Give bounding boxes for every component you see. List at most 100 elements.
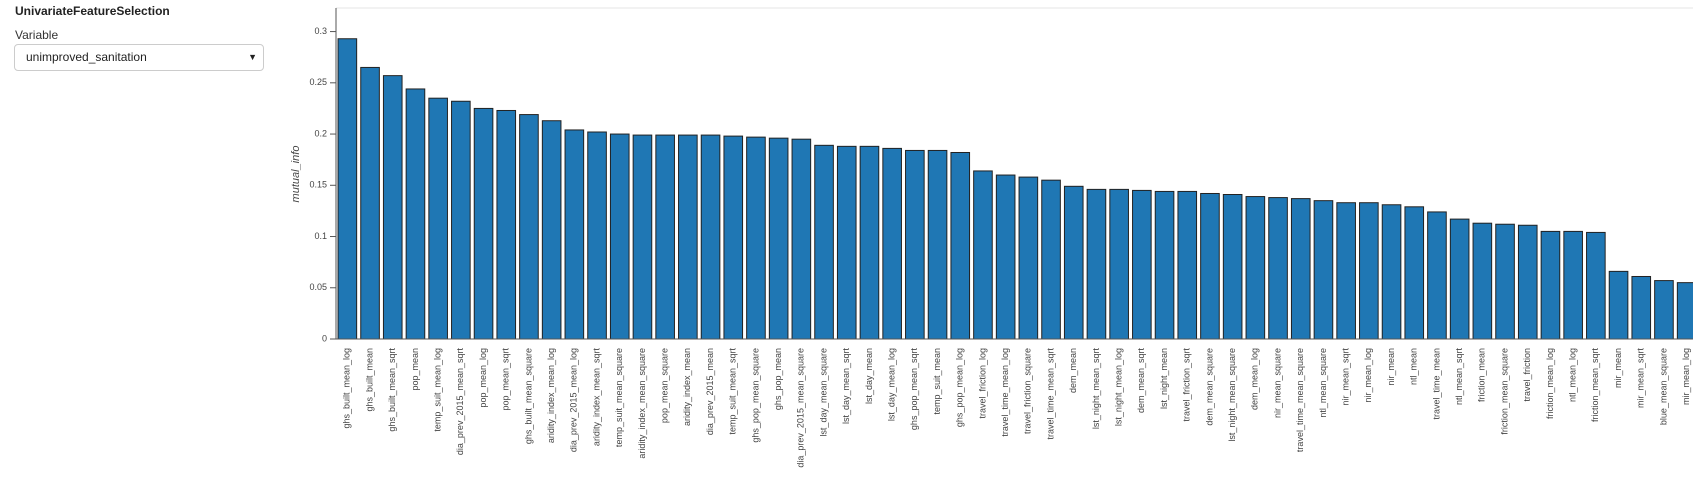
x-tick-label: pop_mean_square <box>660 348 670 423</box>
bar <box>473 107 494 340</box>
bar <box>859 145 880 340</box>
variable-select[interactable]: unimproved_sanitation ▼ <box>14 44 264 71</box>
bar <box>768 137 789 340</box>
x-tick-label: nir_mean_sqrt <box>1341 348 1351 406</box>
bar <box>428 97 448 340</box>
x-tick-label: temp_suit_mean_square <box>614 348 624 447</box>
x-tick-label: lst_day_mean_log <box>887 348 897 421</box>
x-tick-label: ghs_built_mean <box>364 348 374 412</box>
bar <box>1109 188 1129 340</box>
x-tick-label: blue_mean_square <box>1658 348 1668 425</box>
bar <box>1290 198 1311 340</box>
bar <box>587 131 607 340</box>
chart: mutual_info 0 0.05 0.1 0.15 0.2 0.25 0.3 ghs_bu… <box>290 7 1693 468</box>
x-tick-label: ghs_pop_mean_square <box>750 348 760 443</box>
bar <box>1200 192 1220 340</box>
x-tick-label: friction_mean <box>1477 348 1487 402</box>
x-tick-label: ntl_mean_log <box>1568 348 1578 402</box>
bar <box>1608 270 1629 340</box>
bar <box>1154 190 1175 340</box>
y-tick-label: 0.25 <box>309 77 327 87</box>
x-tick-label: lst_night_mean_square <box>1227 348 1237 442</box>
bar <box>1449 218 1470 340</box>
bar <box>678 134 698 340</box>
bar <box>1177 190 1198 340</box>
x-tick-label: ghs_built_mean_sqrt <box>387 348 397 432</box>
x-tick-label: ntl_mean_square <box>1318 348 1328 418</box>
x-tick-label: friction_mean_log <box>1545 348 1555 419</box>
bar <box>1222 194 1243 340</box>
bar <box>1313 200 1334 340</box>
bar <box>1018 176 1039 340</box>
x-tick-label: dia_prev_2015_mean_sqrt <box>455 348 465 456</box>
x-tick-label: lst_night_mean_sqrt <box>1091 348 1101 430</box>
bar <box>1540 230 1561 340</box>
bar <box>723 135 744 340</box>
bar <box>609 133 630 340</box>
y-tick-label: 0 <box>322 333 327 343</box>
y-axis-label: mutual_info <box>290 146 302 203</box>
bar <box>1586 231 1606 340</box>
bar <box>950 151 971 340</box>
bar <box>564 129 585 340</box>
x-tick-label: dem_mean_log <box>1250 348 1260 410</box>
bar <box>1495 223 1515 340</box>
x-tick-label: aridity_index_mean <box>682 348 692 426</box>
x-tick-label: lst_night_mean_log <box>1114 348 1124 426</box>
y-tick-label: 0.3 <box>314 26 327 36</box>
x-tick-label: lst_day_mean <box>864 348 874 404</box>
bar <box>791 138 812 340</box>
bar <box>1563 230 1583 340</box>
bar <box>995 174 1016 340</box>
x-tick-label: dia_prev_2015_mean <box>705 348 715 435</box>
x-tick-label: dem_mean_square <box>1204 348 1214 426</box>
x-tick-label: travel_friction_sqrt <box>1182 348 1192 422</box>
x-tick-label: travel_time_mean_square <box>1295 348 1305 452</box>
bar <box>814 144 834 340</box>
x-tick-label: travel_friction_log <box>977 348 987 419</box>
x-tick-label: ghs_pop_mean <box>773 348 783 410</box>
x-tick-label: friction_mean_sqrt <box>1590 348 1600 423</box>
bar <box>1427 211 1447 340</box>
bar <box>746 136 766 340</box>
x-tick-label: ghs_built_mean_square <box>523 348 533 444</box>
x-tick-label: nir_mean_square <box>1272 348 1282 418</box>
x-tick-label: pop_mean_log <box>478 348 488 408</box>
bar <box>1132 189 1152 340</box>
x-tick-label: temp_suit_mean_log <box>433 348 443 432</box>
x-tick-label: temp_suit_mean <box>932 348 942 415</box>
bar <box>1063 185 1084 340</box>
bar <box>1404 206 1425 340</box>
bar <box>337 38 358 340</box>
bar <box>1336 202 1356 340</box>
x-tick-label: lst_day_mean_square <box>818 348 828 437</box>
x-tick-label: mir_mean_sqrt <box>1636 348 1646 409</box>
bar <box>836 145 857 340</box>
bar <box>1631 275 1652 340</box>
x-tick-label: travel_time_mean <box>1431 348 1441 420</box>
panel-title: UnivariateFeatureSelection <box>15 4 170 18</box>
bar <box>1086 188 1107 340</box>
bar <box>973 170 993 340</box>
x-tick-label: mir_mean <box>1613 348 1623 388</box>
x-tick-label: nir_mean_log <box>1363 348 1373 403</box>
x-tick-label: lst_day_mean_sqrt <box>841 348 851 425</box>
x-tick-label: ghs_pop_mean_log <box>955 348 965 427</box>
bar <box>541 120 562 340</box>
bar <box>1381 204 1402 340</box>
x-tick-label: travel_friction <box>1522 348 1532 402</box>
bar <box>382 75 403 340</box>
bar <box>882 147 902 340</box>
bar <box>1041 179 1061 340</box>
x-tick-label: ntl_mean_sqrt <box>1454 348 1464 406</box>
bar <box>519 114 539 340</box>
bar <box>1676 282 1693 340</box>
y-tick-label: 0.2 <box>314 128 327 138</box>
bar <box>496 109 517 340</box>
x-tick-label: temp_suit_mean_sqrt <box>728 348 738 435</box>
bar <box>1472 222 1493 340</box>
x-tick-label: nir_mean <box>1386 348 1396 386</box>
x-tick-label: ghs_built_mean_log <box>342 348 352 429</box>
x-tick-label: dia_prev_2015_mean_square <box>796 348 806 468</box>
